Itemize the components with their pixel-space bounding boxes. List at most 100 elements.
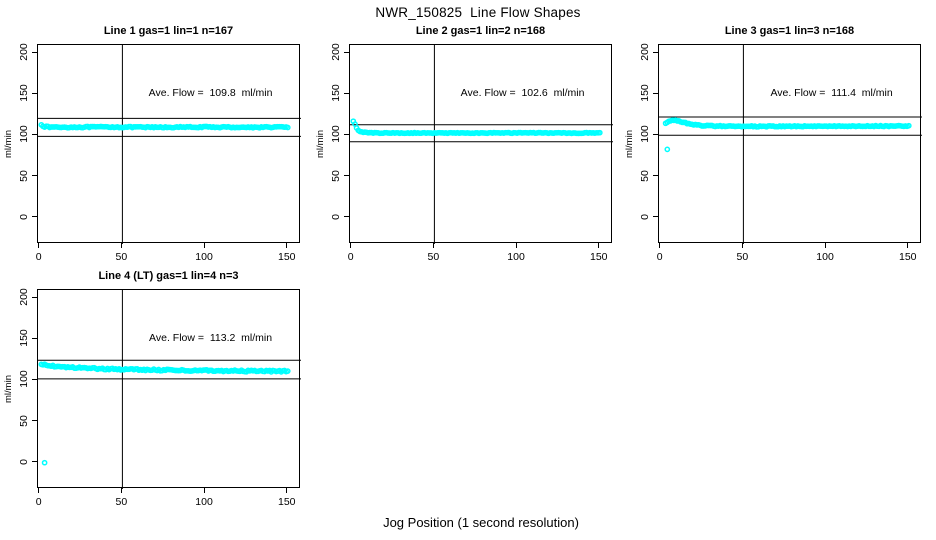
y-tick-mark <box>653 175 658 177</box>
x-tick-label: 100 <box>195 251 213 263</box>
ave-flow-annotation: Ave. Flow = 102.6 ml/min <box>460 86 585 99</box>
y-tick-mark <box>32 461 37 463</box>
y-tick-label: 100 <box>18 370 30 389</box>
x-tick-label: 0 <box>35 251 42 263</box>
x-tick-label: 150 <box>278 496 296 508</box>
flow-point <box>284 124 291 131</box>
x-tick-mark <box>824 243 826 248</box>
panel-title: Line 3 gas=1 lin=3 n=168 <box>724 25 855 37</box>
x-tick-label: 150 <box>590 251 608 263</box>
x-axis-label: Jog Position (1 second resolution) <box>383 515 579 530</box>
flow-point <box>284 368 291 374</box>
y-tick-label: 0 <box>18 213 30 220</box>
y-tick-mark <box>653 216 658 218</box>
x-tick-label: 150 <box>899 251 917 263</box>
y-tick-label: 200 <box>639 43 651 61</box>
panel-title: Line 4 (LT) gas=1 lin=4 n=3 <box>98 270 239 282</box>
y-tick-mark <box>653 133 658 135</box>
y-tick-mark <box>32 378 37 380</box>
x-tick-label: 0 <box>35 496 42 508</box>
plot-area <box>658 44 922 244</box>
x-tick-mark <box>432 243 434 248</box>
ave-flow-annotation: Ave. Flow = 111.4 ml/min <box>770 86 893 99</box>
y-tick-mark <box>32 51 37 53</box>
x-tick-label: 100 <box>816 251 834 263</box>
figure-title: NWR_150825 Line Flow Shapes <box>375 5 581 20</box>
y-axis-label: ml/min <box>3 374 14 403</box>
panel-plot-svg <box>350 45 613 244</box>
x-tick-label: 0 <box>656 251 663 263</box>
x-tick-mark <box>38 488 40 493</box>
y-tick-mark <box>32 337 37 339</box>
y-axis-label: ml/min <box>624 129 635 158</box>
x-tick-mark <box>203 488 205 493</box>
y-axis-label: ml/min <box>315 129 326 158</box>
x-tick-mark <box>598 243 600 248</box>
y-tick-label: 0 <box>18 458 30 465</box>
y-axis-label: ml/min <box>3 129 14 158</box>
panel-plot-svg <box>659 45 922 244</box>
y-tick-label: 150 <box>18 329 30 348</box>
x-tick-mark <box>286 243 288 248</box>
y-tick-label: 0 <box>330 213 342 220</box>
x-tick-label: 50 <box>115 496 128 508</box>
y-tick-label: 50 <box>639 169 651 182</box>
panel-plot-svg <box>38 290 301 489</box>
x-tick-label: 100 <box>195 496 213 508</box>
panel-title: Line 2 gas=1 lin=2 n=168 <box>415 25 546 37</box>
y-tick-label: 100 <box>18 125 30 144</box>
y-tick-mark <box>32 216 37 218</box>
y-tick-label: 150 <box>639 84 651 103</box>
y-tick-mark <box>344 51 349 53</box>
x-tick-mark <box>350 243 352 248</box>
x-tick-label: 50 <box>736 251 749 263</box>
plot-area <box>37 289 301 489</box>
y-tick-label: 100 <box>639 125 651 144</box>
flow-point <box>596 129 603 136</box>
y-tick-mark <box>32 296 37 298</box>
x-tick-label: 50 <box>427 251 440 263</box>
x-tick-label: 0 <box>347 251 354 263</box>
y-tick-label: 200 <box>330 43 342 61</box>
x-tick-mark <box>515 243 517 248</box>
y-tick-label: 50 <box>330 169 342 182</box>
plot-area <box>37 44 301 244</box>
x-tick-mark <box>659 243 661 248</box>
y-tick-label: 200 <box>18 43 30 61</box>
x-tick-mark <box>38 243 40 248</box>
x-tick-mark <box>741 243 743 248</box>
panel-title: Line 1 gas=1 lin=1 n=167 <box>103 25 234 37</box>
y-tick-mark <box>344 133 349 135</box>
y-tick-label: 150 <box>18 84 30 103</box>
x-tick-label: 150 <box>278 251 296 263</box>
x-tick-label: 50 <box>115 251 128 263</box>
y-tick-mark <box>32 420 37 422</box>
outlier-point <box>41 459 48 466</box>
y-tick-mark <box>344 175 349 177</box>
x-tick-mark <box>120 488 122 493</box>
panel-plot-svg <box>38 45 301 244</box>
y-tick-mark <box>653 51 658 53</box>
y-tick-label: 50 <box>18 414 30 427</box>
x-tick-label: 100 <box>507 251 525 263</box>
ave-flow-annotation: Ave. Flow = 113.2 ml/min <box>149 331 273 344</box>
y-tick-label: 100 <box>330 125 342 144</box>
x-tick-mark <box>286 488 288 493</box>
y-tick-label: 200 <box>18 288 30 306</box>
y-tick-mark <box>32 175 37 177</box>
y-tick-label: 50 <box>18 169 30 182</box>
ave-flow-annotation: Ave. Flow = 109.8 ml/min <box>148 86 273 99</box>
x-tick-mark <box>203 243 205 248</box>
y-tick-mark <box>32 133 37 135</box>
y-tick-label: 0 <box>639 213 651 220</box>
y-tick-mark <box>344 216 349 218</box>
y-tick-mark <box>32 92 37 94</box>
x-tick-mark <box>907 243 909 248</box>
x-tick-mark <box>120 243 122 248</box>
flow-point <box>905 122 912 129</box>
plot-area <box>349 44 613 244</box>
y-tick-mark <box>653 92 658 94</box>
y-tick-mark <box>344 92 349 94</box>
outlier-point <box>664 146 671 153</box>
